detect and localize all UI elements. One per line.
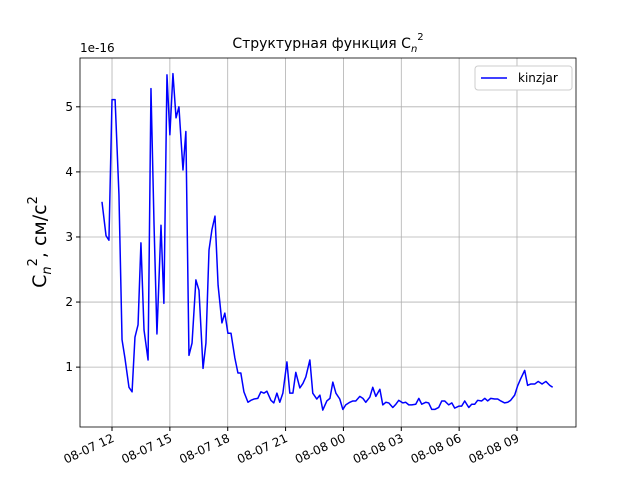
ylabel-unit: , см/с [29,204,51,258]
chart-title: Структурная функция Cn2 [232,32,423,55]
y-axis-label: Cn2, см/с2 [26,196,55,288]
y-tick-label: 1 [65,360,73,374]
data-line [101,72,554,411]
y-tick-label: 5 [65,100,73,114]
ylabel-sub: n [40,266,55,274]
y-offset-label: 1e-16 [80,41,115,55]
title-sup: 2 [417,32,423,43]
ylabel-unit-sup: 2 [26,196,41,204]
legend-box [474,65,573,91]
ylabel-sup: 2 [26,258,41,266]
y-tick-label: 2 [65,295,73,309]
title-text: Структурная функция C [232,36,411,52]
title-sub: n [411,44,417,55]
y-tick-label: 3 [65,230,73,244]
y-tick-label: 4 [65,165,73,179]
legend-label: kinzjar [518,71,558,85]
ylabel-text: C [29,275,51,288]
axes-frame [79,57,577,428]
